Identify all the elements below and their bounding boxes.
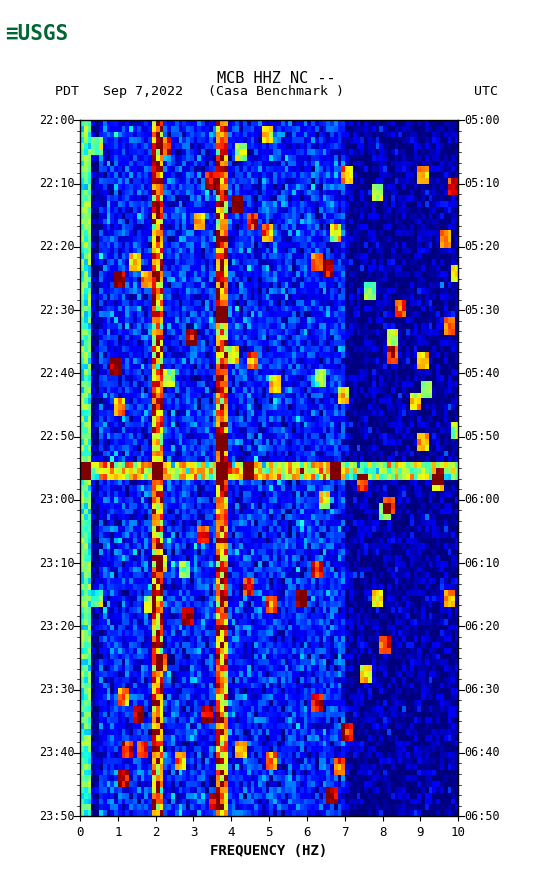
Text: PDT   Sep 7,2022: PDT Sep 7,2022 [55, 86, 183, 98]
Text: 06:00: 06:00 [464, 493, 500, 507]
Text: 23:30: 23:30 [39, 683, 75, 696]
Text: UTC: UTC [474, 86, 498, 98]
Text: 06:10: 06:10 [464, 557, 500, 570]
Text: 05:40: 05:40 [464, 367, 500, 380]
Text: 05:20: 05:20 [464, 241, 500, 253]
Text: 22:40: 22:40 [39, 367, 75, 380]
Text: 06:50: 06:50 [464, 810, 500, 822]
Text: 22:00: 22:00 [39, 114, 75, 127]
Text: 05:50: 05:50 [464, 430, 500, 443]
Text: MCB HHZ NC --: MCB HHZ NC -- [217, 71, 335, 86]
Text: 22:30: 22:30 [39, 303, 75, 317]
Text: 05:30: 05:30 [464, 303, 500, 317]
Text: 23:50: 23:50 [39, 810, 75, 822]
Text: 23:20: 23:20 [39, 620, 75, 633]
Text: 23:40: 23:40 [39, 747, 75, 759]
Text: 06:30: 06:30 [464, 683, 500, 696]
Text: 05:00: 05:00 [464, 114, 500, 127]
Text: 22:20: 22:20 [39, 241, 75, 253]
X-axis label: FREQUENCY (HZ): FREQUENCY (HZ) [210, 845, 328, 858]
Text: ≡USGS: ≡USGS [6, 24, 68, 44]
Text: 05:10: 05:10 [464, 178, 500, 190]
Text: 06:20: 06:20 [464, 620, 500, 633]
Text: 23:10: 23:10 [39, 557, 75, 570]
Text: 22:50: 22:50 [39, 430, 75, 443]
Text: (Casa Benchmark ): (Casa Benchmark ) [208, 86, 344, 98]
Text: 06:40: 06:40 [464, 747, 500, 759]
Text: 23:00: 23:00 [39, 493, 75, 507]
Text: 22:10: 22:10 [39, 178, 75, 190]
